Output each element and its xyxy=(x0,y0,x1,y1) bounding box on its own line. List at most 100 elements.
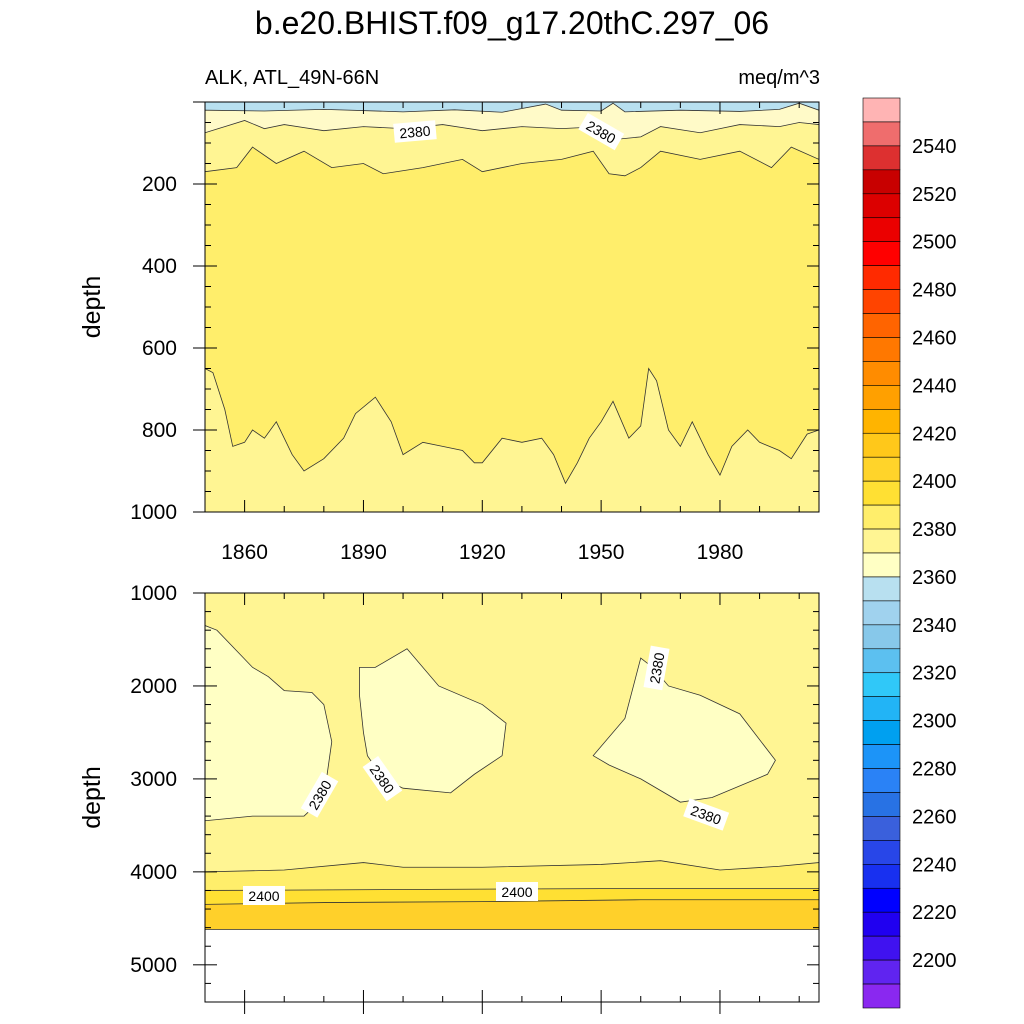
y-axis-title: depth xyxy=(78,766,106,829)
colorbar-swatch xyxy=(862,289,901,314)
colorbar-label: 2480 xyxy=(912,280,957,302)
chart-title: b.e20.BHIST.f09_g17.20thC.297_06 xyxy=(255,5,769,41)
y-tick-label: 4000 xyxy=(130,861,177,884)
contour-band-2380-2390 xyxy=(205,368,819,512)
colorbar-label: 2260 xyxy=(912,806,957,828)
colorbar-label: 2440 xyxy=(912,375,957,397)
contour-line xyxy=(205,367,819,485)
contour-patch-1 xyxy=(205,625,333,822)
y-tick-label: 800 xyxy=(142,419,177,442)
colorbar-swatch xyxy=(862,935,901,961)
y-tick-label: 5000 xyxy=(130,954,177,977)
colorbar-label: 2460 xyxy=(912,327,957,349)
contour-band-2390-2400 xyxy=(205,147,819,484)
colorbar-swatch xyxy=(862,97,901,123)
colorbar-label: 2200 xyxy=(912,950,957,972)
y-tick-label: 1000 xyxy=(130,501,177,524)
colorbar-swatch xyxy=(862,145,901,171)
colorbar-swatch xyxy=(862,528,901,554)
colorbar-swatch xyxy=(862,672,901,697)
colorbar-swatch xyxy=(862,911,901,937)
colorbar-swatch xyxy=(862,361,901,386)
y-tick-label: 1000 xyxy=(130,582,177,605)
contour-label: 2380 xyxy=(362,756,403,802)
contour-label-text: 2380 xyxy=(399,123,432,142)
colorbar-swatch xyxy=(862,337,901,362)
colorbar-swatch xyxy=(862,313,901,338)
x-tick-label: 1860 xyxy=(221,541,268,564)
colorbar-label: 2400 xyxy=(912,471,957,493)
colorbar-swatch xyxy=(862,432,901,458)
variable-region-subtitle: ALK, ATL_49N-66N xyxy=(205,67,379,89)
y-axis-title: depth xyxy=(78,276,106,339)
units-subtitle: meq/m^3 xyxy=(738,67,820,89)
colorbar-swatch xyxy=(862,241,901,266)
upper-panel: 1860 1890 1920 1950 1980 200 400 600 800 1000 dept… xyxy=(78,101,820,564)
contour-label-text: 2400 xyxy=(501,884,532,900)
y-tick-label: 400 xyxy=(142,255,177,278)
contour-band-2370-2380 xyxy=(205,103,819,139)
colorbar-swatch xyxy=(862,720,901,745)
y-tick-label: 2000 xyxy=(130,675,177,698)
colorbar-swatch xyxy=(862,816,901,841)
colorbar-swatch xyxy=(862,504,901,530)
colorbar-swatch xyxy=(862,840,901,865)
contour-label: 2400 xyxy=(243,886,285,905)
y-tick-label: 200 xyxy=(142,173,177,196)
colorbar-swatch xyxy=(862,409,901,434)
contour-line xyxy=(205,860,819,873)
colorbar-label: 2520 xyxy=(912,184,957,206)
colorbar-swatch xyxy=(862,864,901,889)
contour-patch-3 xyxy=(592,657,776,803)
colorbar-label: 2220 xyxy=(912,902,957,924)
contour-band-2380-2390 xyxy=(205,120,819,176)
colorbar-swatch xyxy=(862,121,901,147)
colorbar-swatch xyxy=(862,193,901,219)
colorbar-label: 2240 xyxy=(912,854,957,876)
colorbar-swatch xyxy=(862,456,901,482)
colorbar-label: 2380 xyxy=(912,519,957,541)
colorbar-swatch xyxy=(862,696,901,721)
contour-line xyxy=(205,146,819,177)
colorbar: 2540 2520 2500 2480 2460 2440 2420 2400 2380 2360… xyxy=(862,97,957,1009)
colorbar-label: 2280 xyxy=(912,759,957,781)
y-tick-label: 600 xyxy=(142,337,177,360)
colorbar-swatch xyxy=(862,385,901,410)
colorbar-swatch xyxy=(862,552,901,578)
colorbar-swatch xyxy=(862,648,901,674)
colorbar-swatch xyxy=(862,887,901,913)
colorbar-label: 2300 xyxy=(912,711,957,733)
colorbar-label: 2420 xyxy=(912,423,957,445)
contour-band-2390-2400 xyxy=(205,860,819,891)
colorbar-label: 2540 xyxy=(912,136,957,158)
colorbar-swatch xyxy=(862,576,901,602)
x-tick-label: 1920 xyxy=(459,541,506,564)
colorbar-swatch xyxy=(862,768,901,793)
colorbar-swatch xyxy=(862,265,901,290)
x-tick-label: 1980 xyxy=(697,541,744,564)
colorbar-swatch xyxy=(862,624,901,650)
colorbar-swatch xyxy=(862,480,901,506)
contour-label: 2380 xyxy=(393,120,437,143)
colorbar-swatch xyxy=(862,744,901,769)
contour-label-text: 2400 xyxy=(248,888,279,904)
contour-band-2360-2370 xyxy=(205,102,819,113)
x-tick-label: 1950 xyxy=(578,541,625,564)
colorbar-swatch xyxy=(862,959,901,985)
colorbar-swatch xyxy=(862,600,901,626)
colorbar-swatch xyxy=(862,169,901,195)
colorbar-swatch xyxy=(862,792,901,817)
colorbar-label: 2320 xyxy=(912,663,957,685)
contour-label: 2400 xyxy=(496,882,538,901)
y-tick-label: 3000 xyxy=(130,768,177,791)
contour-line xyxy=(205,120,819,140)
contour-label-text: 2380 xyxy=(646,651,667,685)
colorbar-swatch xyxy=(862,983,901,1009)
x-tick-label: 1890 xyxy=(340,541,387,564)
colorbar-label: 2500 xyxy=(912,232,957,254)
colorbar-label: 2340 xyxy=(912,615,957,637)
contour-patch-2 xyxy=(359,648,507,794)
contour-label: 2380 xyxy=(643,645,670,691)
